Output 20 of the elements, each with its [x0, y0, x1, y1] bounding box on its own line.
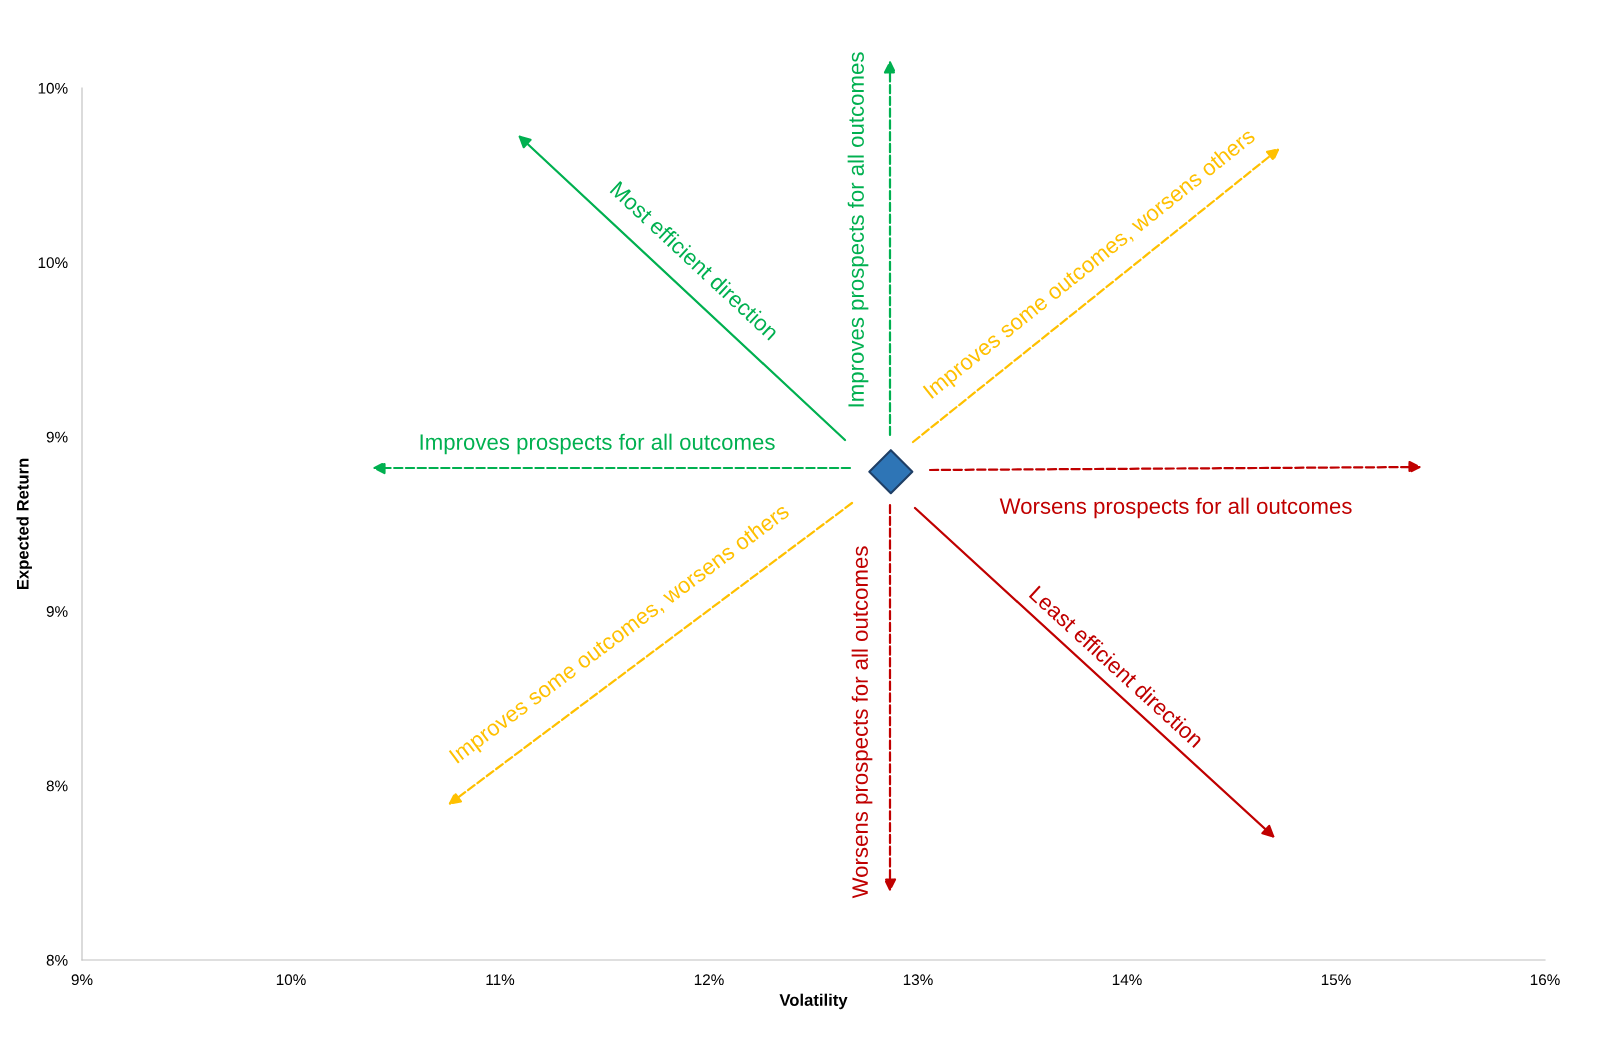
x-tick-label: 15% — [1321, 974, 1351, 986]
y-tick-label: 10% — [38, 257, 68, 269]
y-tick-label: 8% — [46, 954, 68, 966]
annotation: Worsens prospects for all outcomes — [999, 497, 1352, 519]
y-tick-label: 9% — [46, 431, 68, 443]
x-tick-label: 9% — [71, 974, 93, 986]
x-tick-label: 10% — [276, 974, 306, 986]
y-tick-label: 10% — [38, 82, 68, 94]
x-tick-label: 14% — [1112, 974, 1142, 986]
x-tick-label: 12% — [694, 974, 724, 986]
y-axis-title: Expected Return — [16, 458, 32, 590]
x-tick-label: 13% — [903, 974, 933, 986]
annotation: Worsens prospects for all outcomes — [851, 546, 873, 899]
x-axis-title: Volatility — [779, 993, 848, 1010]
y-tick-label: 9% — [46, 606, 68, 617]
y-tick-label: 8% — [46, 780, 68, 792]
annotation: Improves prospects for all outcomes — [847, 52, 869, 407]
x-tick-label: 16% — [1530, 974, 1560, 986]
x-tick-label: 11% — [486, 974, 515, 986]
annotation: Improves prospects for all outcomes — [420, 433, 775, 455]
